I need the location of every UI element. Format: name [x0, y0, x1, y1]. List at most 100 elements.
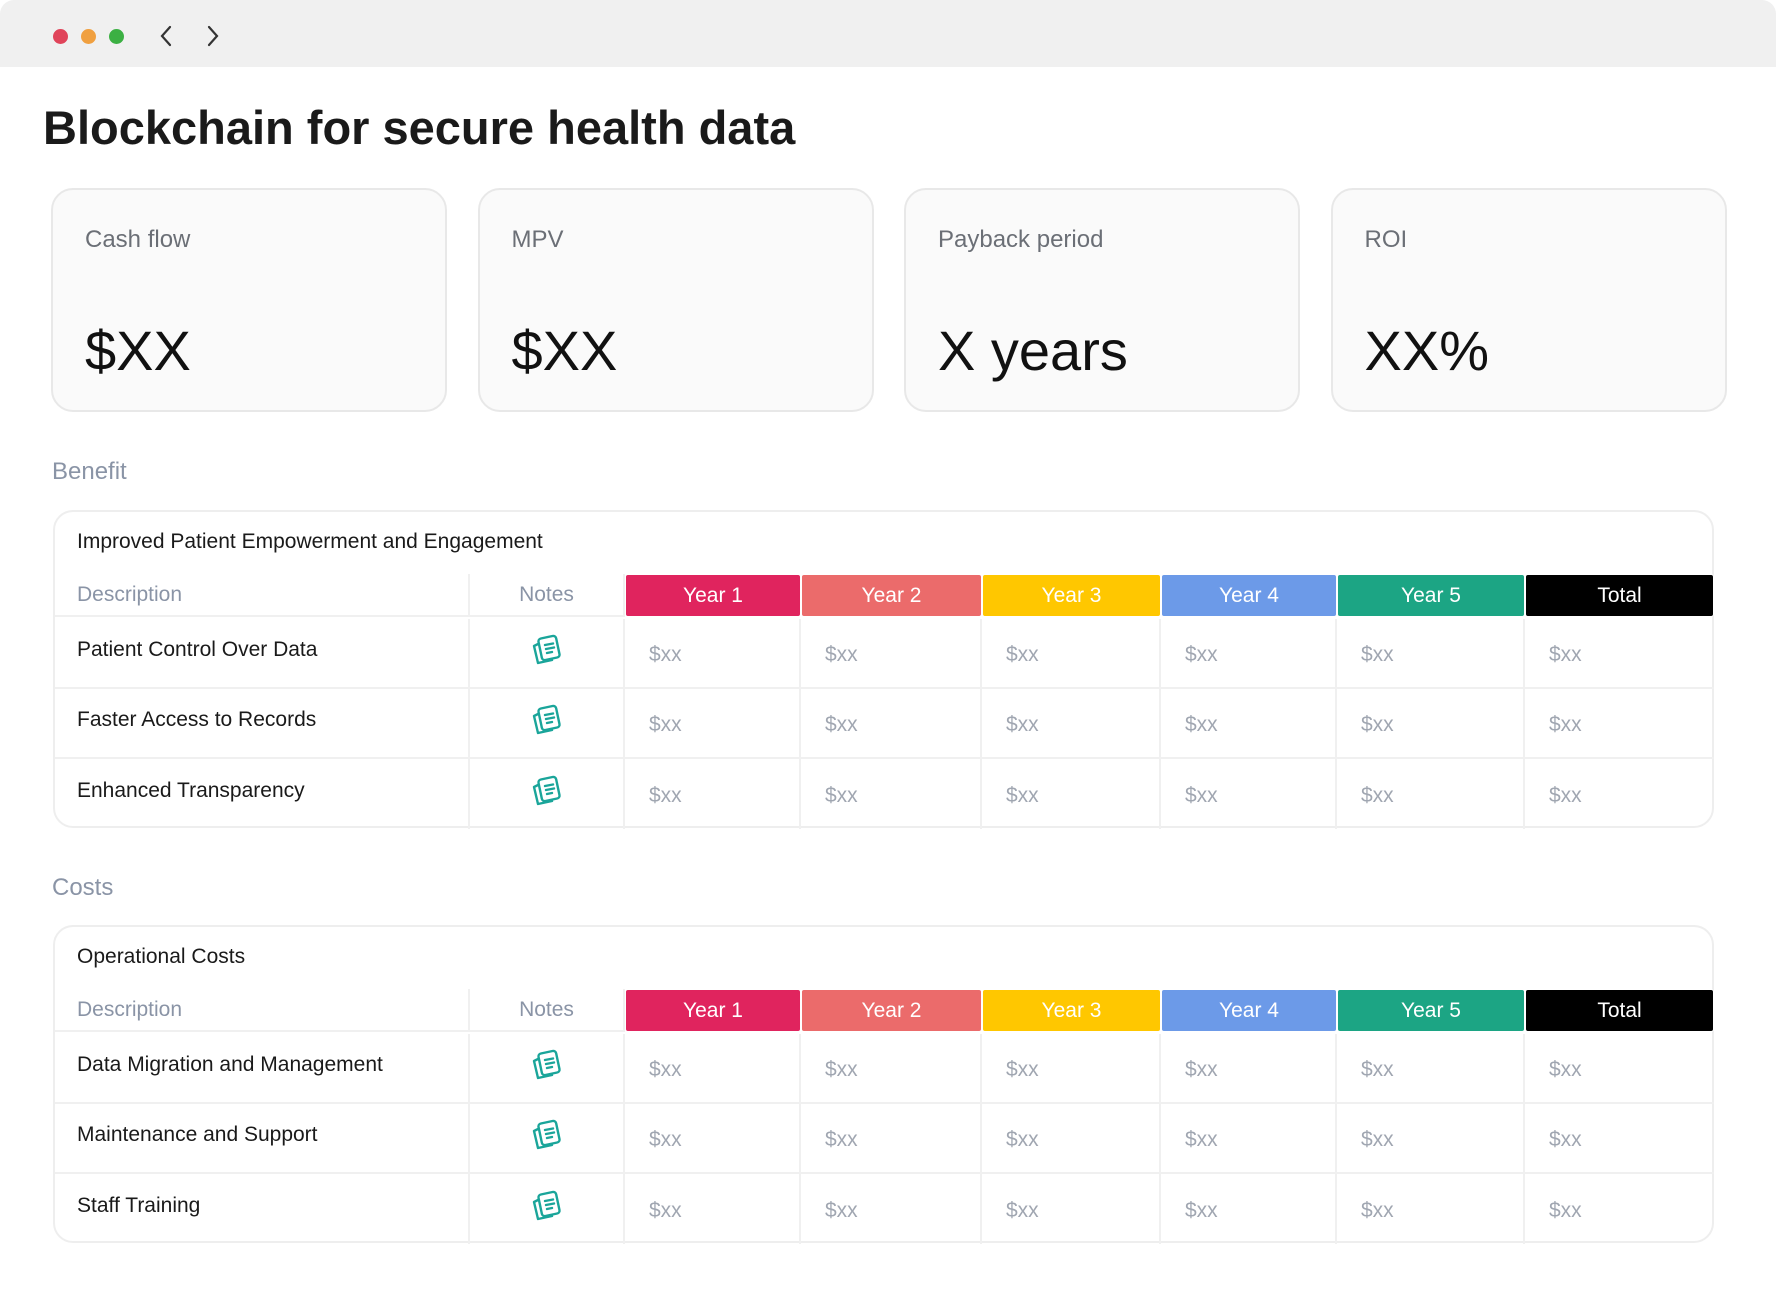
value-cell: $xx — [1525, 619, 1714, 689]
row-description: Maintenance and Support — [55, 1104, 470, 1174]
notes-icon-graphic — [532, 1190, 561, 1221]
value-cell: $xx — [801, 1174, 982, 1244]
section-heading: Costs — [52, 874, 114, 901]
section-heading: Benefit — [52, 458, 127, 485]
column-header: Year 5 — [1337, 574, 1525, 617]
metric-card: ROI XX% — [1330, 188, 1727, 412]
column-header: Year 4 — [1161, 574, 1337, 617]
value-cell: $xx — [982, 619, 1161, 689]
metric-card: Payback period X years — [904, 188, 1300, 412]
value-cell: $xx — [801, 759, 982, 829]
minimize-button[interactable] — [81, 29, 96, 44]
column-header: Total — [1525, 574, 1714, 617]
metric-label: MPV — [511, 226, 564, 253]
value-cell: $xx — [1549, 784, 1582, 807]
metric-value: $XX — [511, 319, 618, 382]
column-header: Notes — [470, 989, 625, 1032]
row-description: Patient Control Over Data — [55, 619, 470, 689]
notes-icon-graphic — [532, 775, 561, 806]
value-cell: $xx — [625, 619, 801, 689]
notes-button[interactable] — [470, 619, 625, 689]
row-description: Data Migration and Management — [55, 1034, 470, 1104]
column-header: Year 1 — [625, 574, 801, 617]
table-title: Operational Costs — [77, 945, 246, 968]
title-bar — [0, 0, 1776, 67]
value-cell: $xx — [1161, 1104, 1337, 1174]
metric-value: X years — [938, 319, 1128, 382]
table-row: Faster Access to Records $xx $xx $xx $xx $xx $… — [55, 689, 1714, 759]
metric-value: $XX — [85, 319, 191, 382]
notes-icon-graphic — [532, 1119, 561, 1150]
column-header: Description — [55, 574, 470, 617]
row-description: Faster Access to Records — [55, 689, 470, 759]
notes-button[interactable] — [470, 759, 625, 829]
value-cell: $xx — [982, 1174, 1161, 1244]
notes-button[interactable] — [470, 689, 625, 759]
value-cell: $xx — [801, 689, 982, 759]
column-header: Description — [55, 989, 470, 1032]
metric-value: XX% — [1364, 319, 1490, 382]
value-cell: $xx — [1161, 619, 1337, 689]
notes-icon-graphic — [532, 1049, 561, 1080]
maximize-button[interactable] — [109, 29, 124, 44]
value-cell: $xx — [982, 1034, 1161, 1104]
table-row: Enhanced Transparency $xx $xx $xx $xx $xx $xx — [55, 759, 1714, 829]
metric-label: ROI — [1364, 226, 1408, 253]
close-button[interactable] — [53, 29, 68, 44]
value-cell: $xx — [1525, 1104, 1714, 1174]
value-cell: $xx — [1525, 1034, 1714, 1104]
row-description: Staff Training — [55, 1174, 470, 1244]
table-row: Maintenance and Support $xx $xx $xx $xx $xx $x… — [55, 1104, 1714, 1174]
value-cell: $xx — [1337, 1104, 1525, 1174]
value-cell: $xx — [982, 689, 1161, 759]
table-row: Staff Training $xx $xx $xx $xx $xx $xx — [55, 1174, 1714, 1244]
column-header: Notes — [470, 574, 625, 617]
value-cell: $xx — [1337, 619, 1525, 689]
value-cell: $xx — [625, 1104, 801, 1174]
column-header: Year 3 — [982, 574, 1161, 617]
column-header: Year 2 — [801, 989, 982, 1032]
table-row: Patient Control Over Data $xx $xx $xx $xx $xx… — [55, 619, 1714, 689]
value-cell: $xx — [1161, 689, 1337, 759]
back-button[interactable] — [156, 24, 176, 48]
value-cell: $xx — [1337, 759, 1525, 829]
value-cell: $xx — [1161, 1174, 1337, 1244]
value-cell: $xx — [801, 1104, 982, 1174]
notes-icon-graphic — [532, 704, 561, 735]
column-header: Year 4 — [1161, 989, 1337, 1032]
forward-button[interactable] — [203, 24, 223, 48]
value-cell: $xx — [1337, 1034, 1525, 1104]
column-header: Year 2 — [801, 574, 982, 617]
value-cell: $xx — [1549, 1199, 1582, 1222]
notes-button[interactable] — [470, 1174, 625, 1244]
value-cell: $xx — [625, 1174, 801, 1244]
notes-icon-graphic — [532, 634, 561, 665]
row-description: Enhanced Transparency — [55, 759, 470, 829]
metric-label: Payback period — [938, 226, 1104, 253]
value-cell: $xx — [1337, 689, 1525, 759]
value-cell: $xx — [982, 1104, 1161, 1174]
metric-label: Cash flow — [85, 226, 191, 253]
column-header: Year 5 — [1337, 989, 1525, 1032]
table-title: Improved Patient Empowerment and Engagem… — [77, 530, 543, 553]
value-cell: $xx — [625, 759, 801, 829]
metric-card: Cash flow $XX — [51, 188, 447, 412]
value-cell: $xx — [801, 619, 982, 689]
value-cell: $xx — [982, 759, 1161, 829]
column-header: Year 1 — [625, 989, 801, 1032]
column-header: Year 3 — [982, 989, 1161, 1032]
value-cell: $xx — [625, 689, 801, 759]
notes-button[interactable] — [470, 1104, 625, 1174]
metric-card: MPV $XX — [477, 188, 874, 412]
header-row: Description Notes Year 1 Year 2 Year 3 Year 4… — [55, 989, 1714, 1032]
value-cell: $xx — [801, 1034, 982, 1104]
table-row: Data Migration and Management $xx $xx $xx $x… — [55, 1034, 1714, 1104]
value-cell: $xx — [625, 1034, 801, 1104]
value-cell: $xx — [1161, 1034, 1337, 1104]
notes-button[interactable] — [470, 1034, 625, 1104]
page-title: Blockchain for secure health data — [43, 101, 796, 154]
header-row: Description Notes Year 1 Year 2 Year 3 Year 4… — [55, 574, 1714, 617]
column-header: Total — [1525, 989, 1714, 1032]
